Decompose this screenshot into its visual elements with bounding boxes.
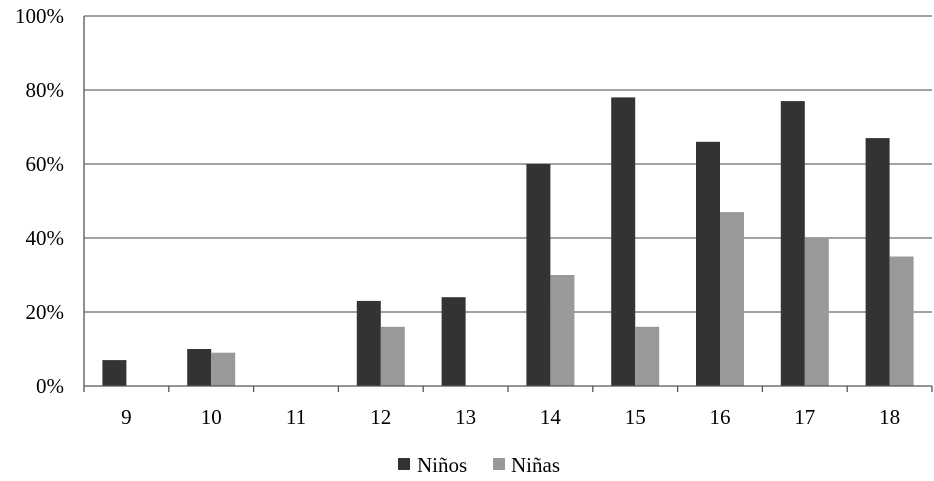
x-tick-label: 9 xyxy=(121,405,132,429)
y-tick-label: 80% xyxy=(26,78,65,102)
bar-ninas-12 xyxy=(380,326,405,386)
x-tick-label: 16 xyxy=(710,405,731,429)
y-tick-label: 40% xyxy=(26,226,65,250)
legend-swatch-ninas xyxy=(493,458,505,470)
y-tick-label: 60% xyxy=(26,152,65,176)
y-tick-label: 100% xyxy=(15,4,64,28)
bar-ninas-15 xyxy=(635,326,660,386)
y-tick-label: 0% xyxy=(36,374,64,398)
x-tick-label: 10 xyxy=(201,405,222,429)
bar-ninas-17 xyxy=(804,238,829,386)
x-tick-label: 18 xyxy=(879,405,900,429)
bars xyxy=(102,97,914,387)
bar-ninas-10 xyxy=(211,352,236,386)
x-tick-labels: 9 10 11 12 13 14 15 16 17 18 xyxy=(121,405,900,429)
x-tick-label: 13 xyxy=(455,405,476,429)
bar-ninos-15 xyxy=(611,97,636,387)
x-tick-label: 14 xyxy=(540,405,562,429)
x-tick-label: 11 xyxy=(286,405,306,429)
x-tick-label: 17 xyxy=(794,405,815,429)
x-tick-label: 12 xyxy=(370,405,391,429)
x-tick-label: 15 xyxy=(625,405,646,429)
bar-ninos-12 xyxy=(356,300,381,386)
legend-label-ninos: Niños xyxy=(417,453,467,477)
y-tick-labels: 0% 20% 40% 60% 80% 100% xyxy=(15,4,64,398)
bar-ninos-9 xyxy=(102,360,127,386)
bar-ninos-17 xyxy=(780,101,805,386)
bar-ninas-14 xyxy=(550,275,575,386)
bar-ninas-16 xyxy=(720,212,744,386)
y-tick-label: 20% xyxy=(26,300,65,324)
bar-ninos-13 xyxy=(441,297,466,386)
bar-ninos-18 xyxy=(865,138,890,386)
bar-ninos-10 xyxy=(187,349,212,386)
axes xyxy=(83,16,933,392)
bar-ninos-14 xyxy=(526,164,551,386)
legend-swatch-ninos xyxy=(398,458,410,470)
bar-ninos-16 xyxy=(696,141,720,386)
bar-ninas-18 xyxy=(889,256,914,386)
legend: Niños Niñas xyxy=(398,453,560,477)
legend-label-ninas: Niñas xyxy=(511,453,560,477)
